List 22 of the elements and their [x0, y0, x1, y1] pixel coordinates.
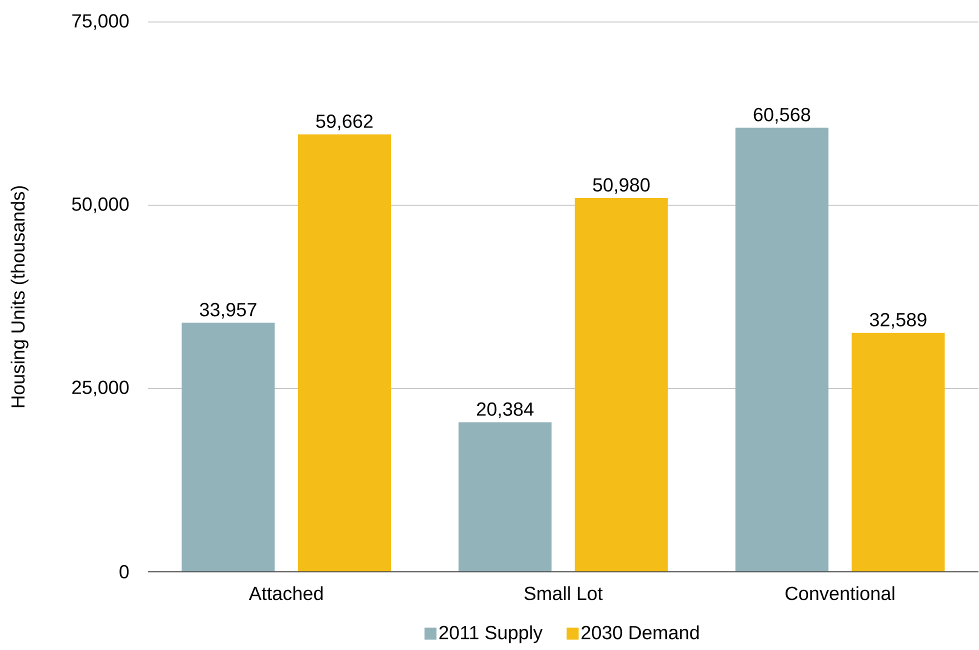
y-axis-title: Housing Units (thousands): [10, 186, 28, 408]
legend-label: 2030 Demand: [582, 626, 699, 640]
y-tick-label: 0: [120, 565, 129, 579]
y-tick-label: 75,000: [72, 14, 129, 30]
bar: [574, 198, 668, 572]
bar: [852, 333, 945, 572]
data-label: 50,980: [593, 178, 650, 194]
y-tick-label: 50,000: [72, 198, 129, 214]
data-label: 60,568: [754, 108, 810, 124]
bar: [735, 128, 828, 572]
x-tick-label: Conventional: [786, 586, 894, 600]
y-tick-label: 25,000: [72, 380, 129, 396]
x-tick-label: Small Lot: [524, 586, 603, 600]
data-label: 20,384: [476, 402, 534, 418]
bar: [182, 322, 275, 572]
data-label: 32,589: [870, 313, 926, 329]
bar: [298, 134, 392, 572]
x-tick-label: Attached: [248, 586, 323, 600]
data-label: 59,662: [316, 114, 373, 130]
data-label: 33,957: [200, 303, 256, 319]
bar: [458, 422, 552, 572]
legend-label: 2011 Supply: [439, 626, 543, 644]
